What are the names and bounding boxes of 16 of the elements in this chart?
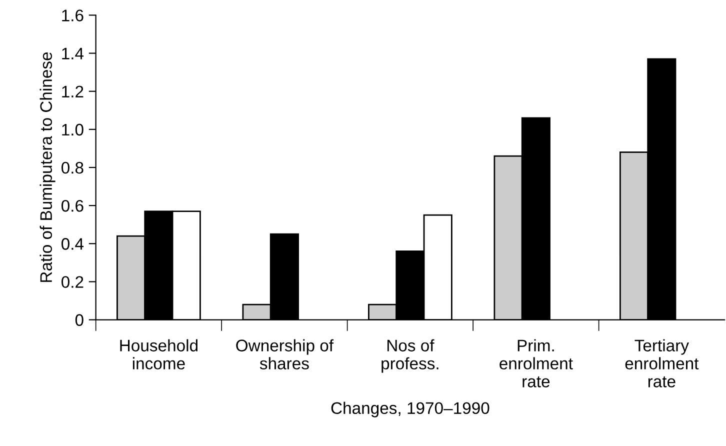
x-tick-label: Ownership of shares: [236, 339, 334, 370]
y-axis-title: Ratio of Bumiputera to Chinese: [40, 52, 56, 282]
x-tick-label: Nos of profess.: [382, 339, 438, 373]
y-tick-label: 0: [75, 314, 84, 326]
y-tick-label: 0.4: [62, 238, 84, 250]
x-tick-label: Prim. enrolment rate: [500, 339, 573, 388]
y-tick-label: 1.4: [62, 48, 84, 60]
y-tick-label: 0.2: [62, 276, 84, 288]
y-tick-label: 1.0: [62, 124, 84, 136]
y-tick-label: 1.2: [62, 86, 84, 98]
x-axis-title: Changes, 1970–1990: [331, 402, 490, 418]
x-tick-label: Household income: [120, 339, 198, 370]
y-tick-label: 1.6: [62, 10, 84, 22]
x-tick-label: Tertiary enrolment rate: [625, 339, 699, 388]
y-tick-label: 0.6: [62, 200, 84, 212]
y-tick-label: 0.8: [62, 162, 84, 174]
